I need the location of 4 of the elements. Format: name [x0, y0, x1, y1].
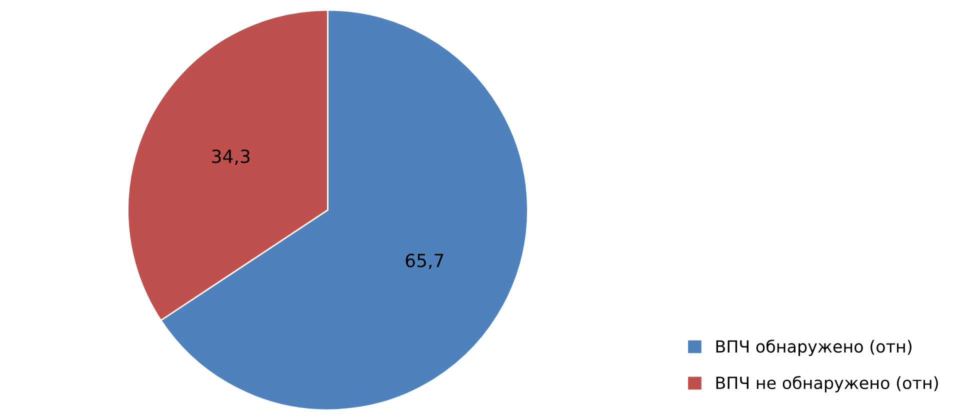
- data-label: 65,7: [406, 254, 444, 270]
- legend-label: ВПЧ обнаружено (отн): [716, 340, 912, 356]
- legend-label: ВПЧ не обнаружено (отн): [716, 376, 938, 392]
- data-label: 34,3: [212, 150, 250, 165]
